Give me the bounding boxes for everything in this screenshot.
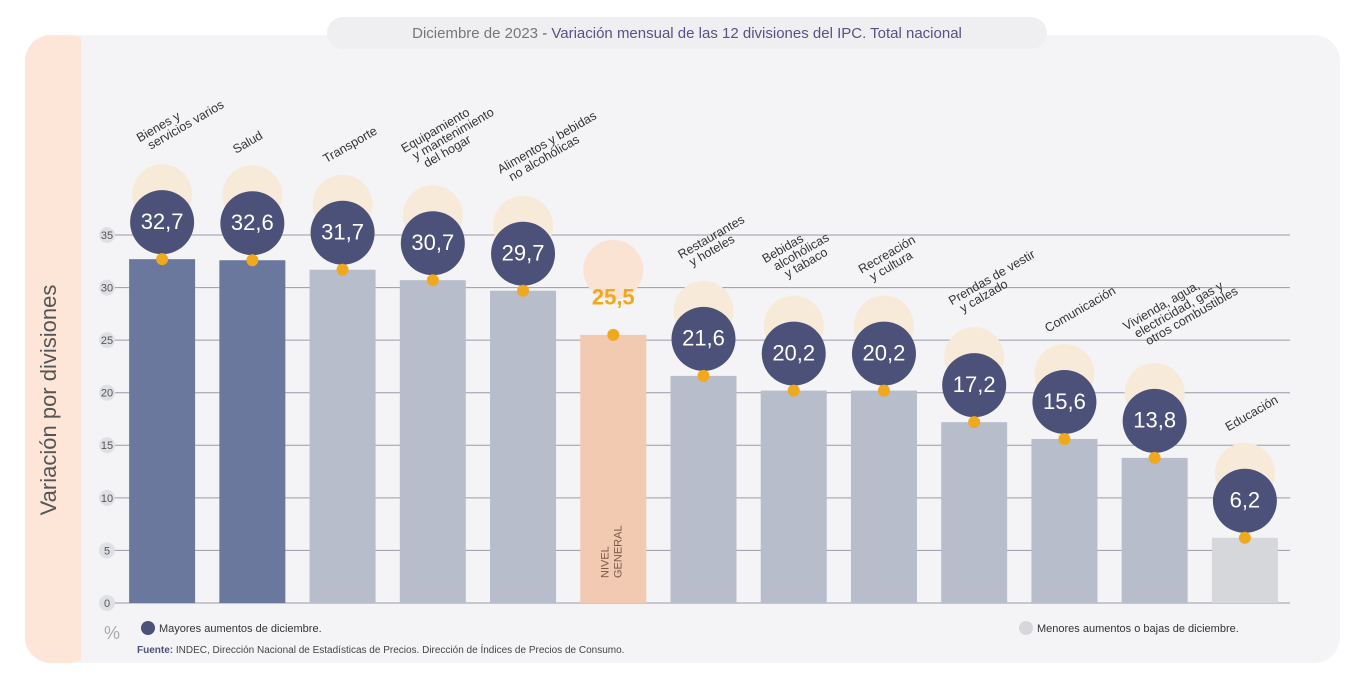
bar	[670, 375, 737, 603]
tick-badge	[99, 384, 115, 401]
value-bubble	[761, 321, 826, 386]
tick-badge	[99, 332, 115, 349]
value-dot	[1058, 432, 1071, 445]
value-dot	[426, 274, 439, 287]
value-label: 15,6	[1043, 389, 1086, 414]
value-bubble	[942, 353, 1007, 418]
tick-badge	[99, 595, 115, 611]
source: Fuente: INDEC, Dirección Nacional de Est…	[137, 643, 624, 656]
value-dot	[787, 384, 800, 397]
y-tick-label: 25	[101, 335, 113, 347]
chart-subtitle: - Variación mensual de las 12 divisiones…	[542, 25, 962, 42]
value-bubble	[491, 221, 556, 286]
bar	[1121, 457, 1188, 603]
legend-label: Menores aumentos o bajas de diciembre.	[1037, 623, 1239, 635]
bar	[941, 422, 1008, 603]
value-label: 20,2	[772, 340, 815, 365]
value-bubble	[1212, 468, 1277, 533]
bar	[580, 334, 647, 603]
value-label: 21,6	[682, 326, 725, 351]
bar	[1031, 438, 1098, 603]
chart-title-group: Diciembre de 2023 - Variación mensual de…	[412, 25, 962, 42]
value-bubble	[1122, 388, 1187, 453]
value-bubble	[220, 191, 285, 256]
value-dot	[517, 284, 530, 297]
value-dot	[877, 384, 890, 397]
value-dot	[1238, 531, 1251, 544]
value-bubble	[310, 200, 375, 265]
side-strip	[25, 35, 95, 663]
bar	[490, 290, 557, 603]
value-dot	[246, 254, 259, 267]
bar	[760, 390, 827, 603]
value-label: 30,7	[411, 230, 454, 255]
tick-badge	[99, 542, 115, 559]
legend-swatch	[141, 621, 155, 635]
value-label: 17,2	[953, 372, 996, 397]
tick-badge	[99, 489, 115, 506]
bar	[399, 280, 466, 603]
unit-label: %	[104, 623, 120, 643]
value-dot	[156, 253, 169, 266]
y-tick-label: 15	[101, 440, 113, 452]
y-tick-label: 30	[101, 282, 113, 294]
tick-badge	[99, 279, 115, 296]
value-label: 29,7	[502, 241, 545, 266]
source-text: INDEC, Dirección Nacional de Estadística…	[176, 643, 625, 656]
value-dot	[1148, 451, 1161, 464]
bar	[129, 259, 196, 603]
value-label: 32,7	[141, 209, 184, 234]
legend-label: Mayores aumentos de diciembre.	[159, 623, 322, 635]
value-bubble	[130, 190, 195, 255]
category-label: NIVELGENERAL	[599, 525, 624, 578]
y-tick-label: 0	[104, 598, 110, 610]
y-tick-label: 35	[101, 230, 113, 242]
value-label: 13,8	[1133, 408, 1176, 433]
legend-swatch	[1019, 621, 1033, 635]
y-axis-label: Variación por divisiones	[36, 285, 61, 516]
value-label: 32,6	[231, 210, 274, 235]
chart-title: Diciembre de 2023	[412, 25, 538, 42]
title-pill	[327, 17, 1047, 49]
strip-mask	[81, 35, 97, 663]
tick-badge	[99, 227, 115, 243]
value-bubble	[400, 211, 465, 276]
value-label: 31,7	[321, 220, 364, 245]
y-tick-label: 20	[101, 388, 113, 400]
value-dot	[336, 263, 349, 276]
source-label: Fuente:	[137, 645, 173, 656]
value-label: 20,2	[863, 340, 906, 365]
bar	[850, 390, 917, 603]
icon-backdrop	[583, 239, 644, 300]
y-tick-label: 5	[104, 545, 110, 557]
value-dot	[607, 328, 620, 341]
value-dot	[697, 369, 710, 382]
value-label: 25,5	[592, 285, 635, 310]
category-line: GENERAL	[612, 525, 624, 578]
value-bubble	[851, 321, 916, 386]
category-line: NIVEL	[599, 546, 611, 578]
bar	[309, 269, 376, 603]
y-tick-label: 10	[101, 493, 113, 505]
value-bubble	[671, 306, 736, 371]
value-dot	[968, 416, 981, 429]
value-bubble	[1032, 369, 1097, 434]
tick-badge	[99, 437, 115, 454]
bar	[219, 260, 286, 603]
bar	[1211, 537, 1278, 603]
value-label: 6,2	[1230, 488, 1261, 513]
